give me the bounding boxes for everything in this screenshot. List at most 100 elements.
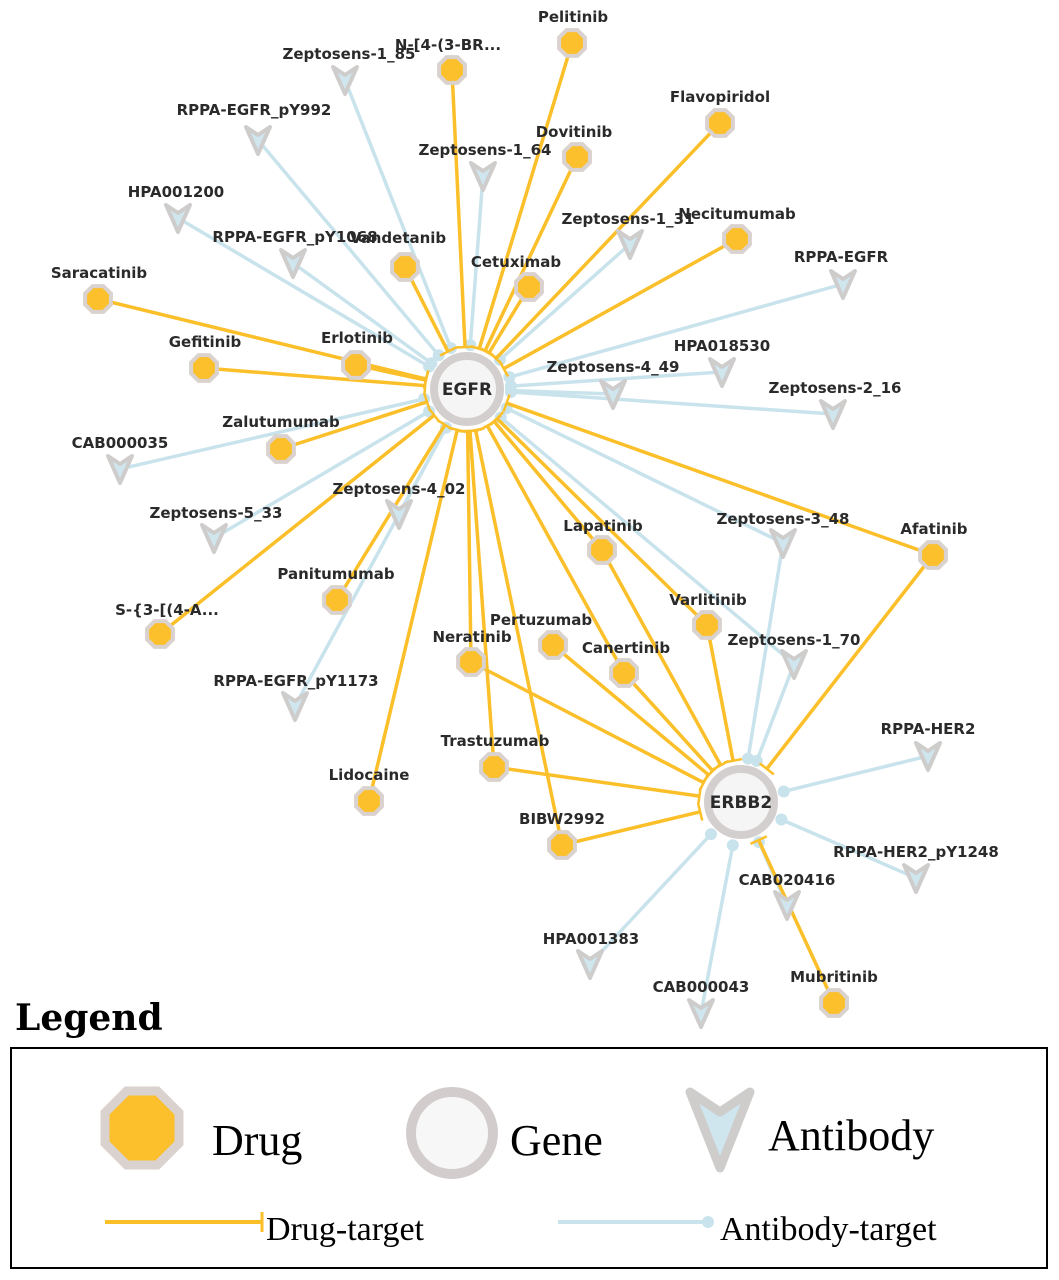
antibody-node-zeptosens-1-31[interactable]: Zeptosens-1_31 xyxy=(561,210,695,260)
drug-node-erlotinib[interactable]: Erlotinib xyxy=(321,329,393,380)
drug-node-varlitinib[interactable]: Varlitinib xyxy=(669,591,747,640)
drug-node-trastuzumab[interactable]: Trastuzumab xyxy=(441,732,550,782)
antibody-node-rppa-egfr[interactable]: RPPA-EGFR xyxy=(794,248,889,300)
legend-drug-target-label: Drug-target xyxy=(266,1211,425,1248)
antibody-node-zeptosens-5-33[interactable]: Zeptosens-5_33 xyxy=(149,504,283,554)
drug-icon xyxy=(437,55,467,85)
antibody-node-zeptosens-4-49[interactable]: Zeptosens-4_49 xyxy=(546,358,680,410)
antibody-node-rppa-egfr-py1068[interactable]: RPPA-EGFR_pY1068 xyxy=(212,228,378,279)
drug-target-edge-mubritinib-erbb2 xyxy=(749,835,836,1004)
legend-antibody-label: Antibody xyxy=(768,1111,934,1160)
legend-drug-icon xyxy=(100,1086,184,1170)
antibody-node-zeptosens-1-64[interactable]: Zeptosens-1_64 xyxy=(418,141,552,192)
drug-node-saracatinib[interactable]: Saracatinib xyxy=(51,264,148,314)
antibody-icon xyxy=(244,125,272,156)
node-label: ERBB2 xyxy=(710,793,772,813)
node-label: HPA001383 xyxy=(543,930,639,948)
node-label: Canertinib xyxy=(582,639,671,657)
drug-target-edge-s-3-4-a-egfr xyxy=(158,407,441,636)
antibody-icon xyxy=(902,863,930,894)
gene-node-erbb2[interactable]: ERBB2 xyxy=(704,765,778,839)
antibody-node-rppa-egfr-py1173[interactable]: RPPA-EGFR_pY1173 xyxy=(213,672,379,722)
node-label: Zeptosens-1_31 xyxy=(561,210,694,228)
drug-node-cetuximab[interactable]: Cetuximab xyxy=(471,253,562,302)
node-label: Flavopiridol xyxy=(670,88,770,106)
antibody-node-hpa001200[interactable]: HPA001200 xyxy=(128,183,224,234)
antibody-node-zeptosens-4-02[interactable]: Zeptosens-4_02 xyxy=(332,480,466,530)
antibody-node-cab020416[interactable]: CAB020416 xyxy=(739,871,836,921)
node-label: Cetuximab xyxy=(471,253,562,271)
node-label: RPPA-EGFR_pY1173 xyxy=(213,672,378,690)
antibody-node-zeptosens-3-48[interactable]: Zeptosens-3_48 xyxy=(716,510,850,559)
antibody-node-hpa018530[interactable]: HPA018530 xyxy=(674,337,770,388)
drug-node-flavopiridol[interactable]: Flavopiridol xyxy=(670,88,770,138)
antibody-icon xyxy=(385,499,413,530)
target-dot xyxy=(432,349,445,362)
inhibition-tbar xyxy=(455,345,475,349)
antibody-node-zeptosens-1-70[interactable]: Zeptosens-1_70 xyxy=(727,631,861,680)
inhibition-tbar xyxy=(724,757,743,764)
drug-node-gefitinib[interactable]: Gefitinib xyxy=(169,333,242,383)
drug-node-zalutumumab[interactable]: Zalutumumab xyxy=(222,413,340,464)
node-label: N-[4-(3-BR... xyxy=(395,36,501,54)
drug-target-edge-varlitinib-erbb2 xyxy=(705,624,743,764)
antibody-icon xyxy=(599,379,627,410)
node-label: Mubritinib xyxy=(790,968,878,986)
node-label: Pelitinib xyxy=(538,8,609,26)
node-label: CAB000043 xyxy=(653,978,750,996)
drug-node-pertuzumab[interactable]: Pertuzumab xyxy=(490,611,593,660)
node-label: Zeptosens-4_49 xyxy=(546,358,679,376)
drug-node-neratinib[interactable]: Neratinib xyxy=(432,628,512,677)
antibody-node-cab000035[interactable]: CAB000035 xyxy=(72,434,169,485)
drug-node-necitumumab[interactable]: Necitumumab xyxy=(678,205,796,254)
inhibition-tbar xyxy=(502,394,511,412)
drug-node-lapatinib[interactable]: Lapatinib xyxy=(563,517,643,565)
antibody-node-cab000043[interactable]: CAB000043 xyxy=(653,978,750,1029)
drug-node-s-3-4-a[interactable]: S-{3-[(4-A... xyxy=(115,601,219,649)
antibody-icon xyxy=(279,248,307,279)
node-label: Zeptosens-1_64 xyxy=(418,141,551,159)
node-label: Gefitinib xyxy=(169,333,242,351)
drug-icon xyxy=(587,535,617,565)
antibody-node-hpa001383[interactable]: HPA001383 xyxy=(543,930,639,980)
drug-node-lidocaine[interactable]: Lidocaine xyxy=(329,766,410,816)
drug-node-afatinib[interactable]: Afatinib xyxy=(900,520,968,570)
drug-node-mubritinib[interactable]: Mubritinib xyxy=(790,968,878,1018)
antibody-target-edge-rppa-egfr-py1068-egfr xyxy=(291,261,438,370)
drug-node-n-4-3-br[interactable]: N-[4-(3-BR... xyxy=(395,36,501,85)
legend-gene-label: Gene xyxy=(510,1116,603,1165)
drug-node-canertinib[interactable]: Canertinib xyxy=(582,639,671,688)
drug-target-edge-lidocaine-egfr xyxy=(367,426,467,802)
inhibition-tbar xyxy=(439,346,457,357)
drug-icon xyxy=(341,350,371,380)
drug-node-vandetanib[interactable]: Vandetanib xyxy=(350,229,447,282)
antibody-node-zeptosens-1-85[interactable]: Zeptosens-1_85 xyxy=(282,45,416,96)
drug-node-panitumumab[interactable]: Panitumumab xyxy=(277,565,395,615)
antibody-node-rppa-her2[interactable]: RPPA-HER2 xyxy=(881,720,976,772)
antibody-icon xyxy=(200,523,228,554)
drug-icon xyxy=(479,752,509,782)
antibody-node-rppa-egfr-py992[interactable]: RPPA-EGFR_pY992 xyxy=(177,101,332,156)
node-label: RPPA-HER2 xyxy=(881,720,976,738)
drug-node-bibw2992[interactable]: BIBW2992 xyxy=(519,810,605,860)
edges-layer xyxy=(97,42,935,1014)
antibody-icon xyxy=(106,454,134,485)
inhibition-tbar xyxy=(423,392,431,411)
drug-node-pelitinib[interactable]: Pelitinib xyxy=(538,8,609,58)
antibody-target-edge-rppa-egfr-py992-egfr xyxy=(256,138,445,362)
legend-antibody-target-label: Antibody-target xyxy=(720,1211,937,1248)
antibody-icon xyxy=(819,399,847,430)
antibody-target-edge-cab000043-erbb2 xyxy=(699,839,739,1014)
drug-icon xyxy=(456,647,486,677)
drug-icon xyxy=(547,830,577,860)
node-label: RPPA-HER2_pY1248 xyxy=(833,843,999,861)
drug-node-dovitinib[interactable]: Dovitinib xyxy=(536,123,613,172)
antibody-icon xyxy=(616,229,644,260)
drug-target-edge-n-4-3-br-egfr xyxy=(450,69,475,349)
inhibition-tbar xyxy=(696,802,704,821)
gene-node-egfr[interactable]: EGFR xyxy=(430,352,504,426)
antibody-node-zeptosens-2-16[interactable]: Zeptosens-2_16 xyxy=(768,379,902,430)
drug-icon xyxy=(557,28,587,58)
antibody-node-rppa-her2-py1248[interactable]: RPPA-HER2_pY1248 xyxy=(833,843,999,894)
drug-icon xyxy=(514,272,544,302)
